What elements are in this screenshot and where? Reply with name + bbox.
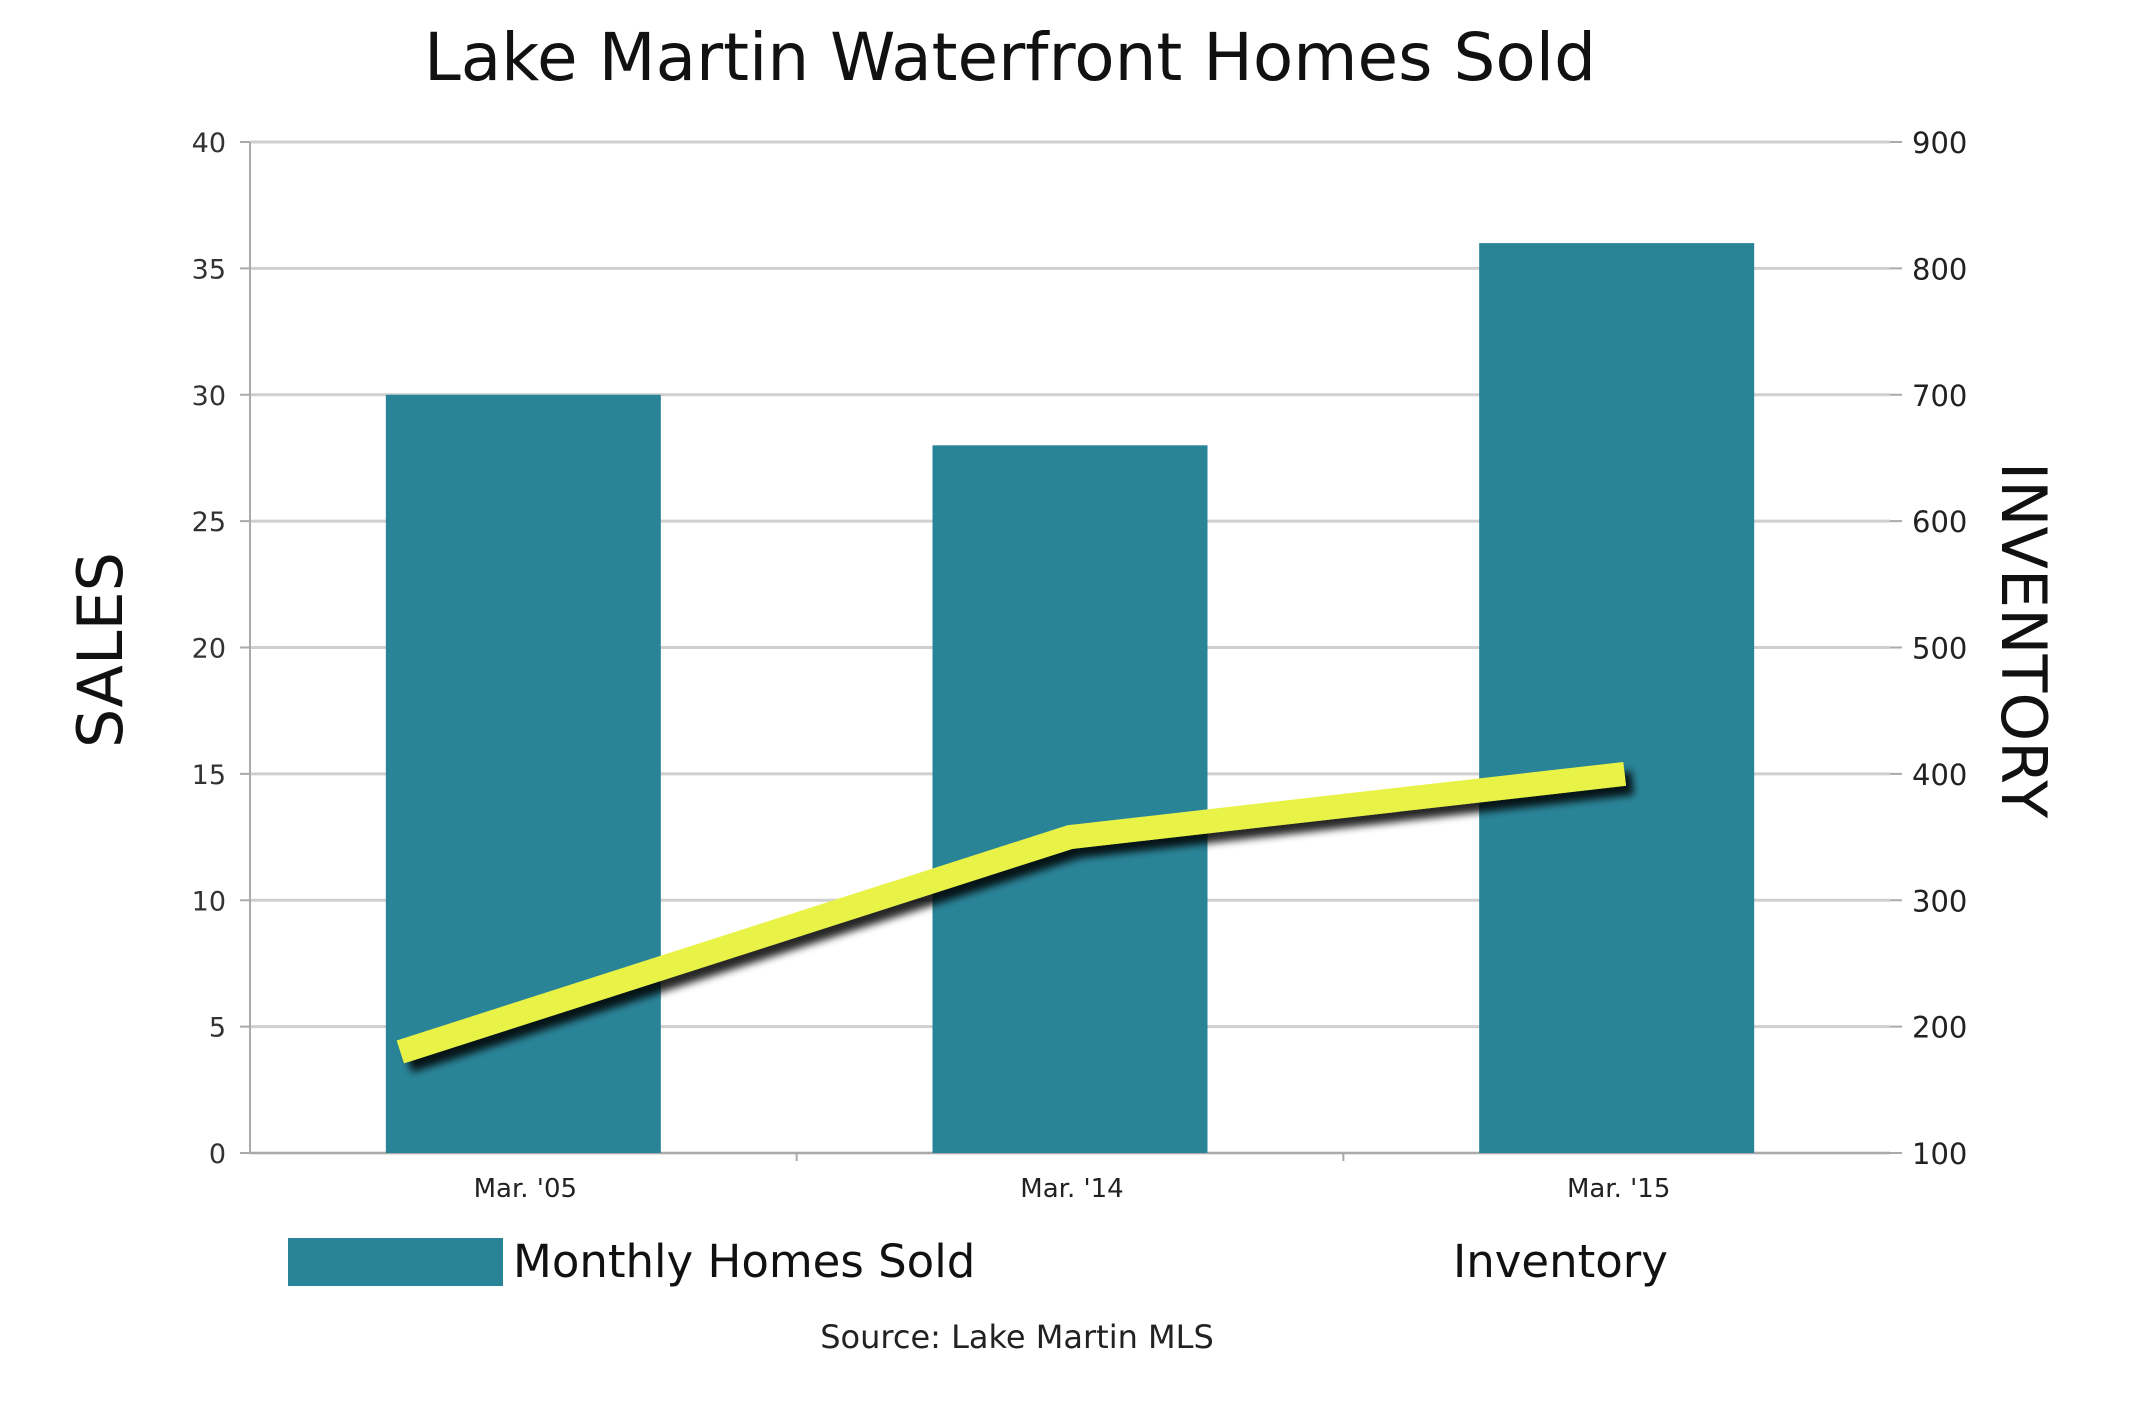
left-tick-label: 15 xyxy=(192,760,226,791)
right-tick-label: 900 xyxy=(1912,126,1967,160)
right-tick-label: 300 xyxy=(1912,884,1967,918)
left-tick-label: 20 xyxy=(192,634,226,665)
right-tick-label: 800 xyxy=(1912,252,1967,286)
bar-2 xyxy=(932,445,1208,1153)
category-labels: Mar. '05 Mar. '14 Mar. '15 xyxy=(474,1153,1670,1204)
left-tick-label: 25 xyxy=(192,507,226,538)
inventory-line xyxy=(396,761,1627,1064)
category-label: Mar. '14 xyxy=(1020,1174,1123,1204)
left-axis-title: SALES xyxy=(64,552,137,748)
left-tick-label: 0 xyxy=(209,1139,226,1170)
left-axis-ticks: 0 5 10 15 20 25 30 35 40 xyxy=(192,128,250,1170)
left-tick-label: 40 xyxy=(192,128,226,159)
right-tick-label: 600 xyxy=(1912,505,1967,539)
legend-bar-swatch xyxy=(288,1238,503,1286)
legend: Monthly Homes Sold Inventory xyxy=(288,1235,1668,1288)
bar-3 xyxy=(1479,243,1755,1154)
source-note: Source: Lake Martin MLS xyxy=(820,1318,1214,1356)
inventory-point-3 xyxy=(1624,773,1626,775)
left-tick-label: 5 xyxy=(209,1013,226,1044)
legend-bar-label: Monthly Homes Sold xyxy=(513,1235,975,1288)
right-tick-label: 100 xyxy=(1912,1137,1967,1171)
right-axis-ticks: 100 200 300 400 500 600 700 800 900 xyxy=(1890,126,1967,1171)
chart-title: Lake Martin Waterfront Homes Sold xyxy=(424,19,1596,96)
inventory-point-2 xyxy=(1069,836,1071,838)
category-label: Mar. '05 xyxy=(474,1174,577,1204)
inventory-line-group xyxy=(396,761,1627,1064)
right-tick-label: 200 xyxy=(1912,1011,1967,1045)
category-label: Mar. '15 xyxy=(1567,1174,1670,1204)
bar-1 xyxy=(385,394,661,1153)
right-tick-label: 500 xyxy=(1912,632,1967,666)
right-tick-label: 700 xyxy=(1912,379,1967,413)
left-tick-label: 35 xyxy=(192,254,226,285)
right-axis-title: INVENTORY xyxy=(1987,462,2060,818)
legend-line-label: Inventory xyxy=(1453,1235,1668,1288)
left-tick-label: 30 xyxy=(192,381,226,412)
bars xyxy=(385,243,1755,1154)
inventory-point-1 xyxy=(399,1051,401,1053)
left-tick-label: 10 xyxy=(192,886,226,917)
right-tick-label: 400 xyxy=(1912,758,1967,792)
